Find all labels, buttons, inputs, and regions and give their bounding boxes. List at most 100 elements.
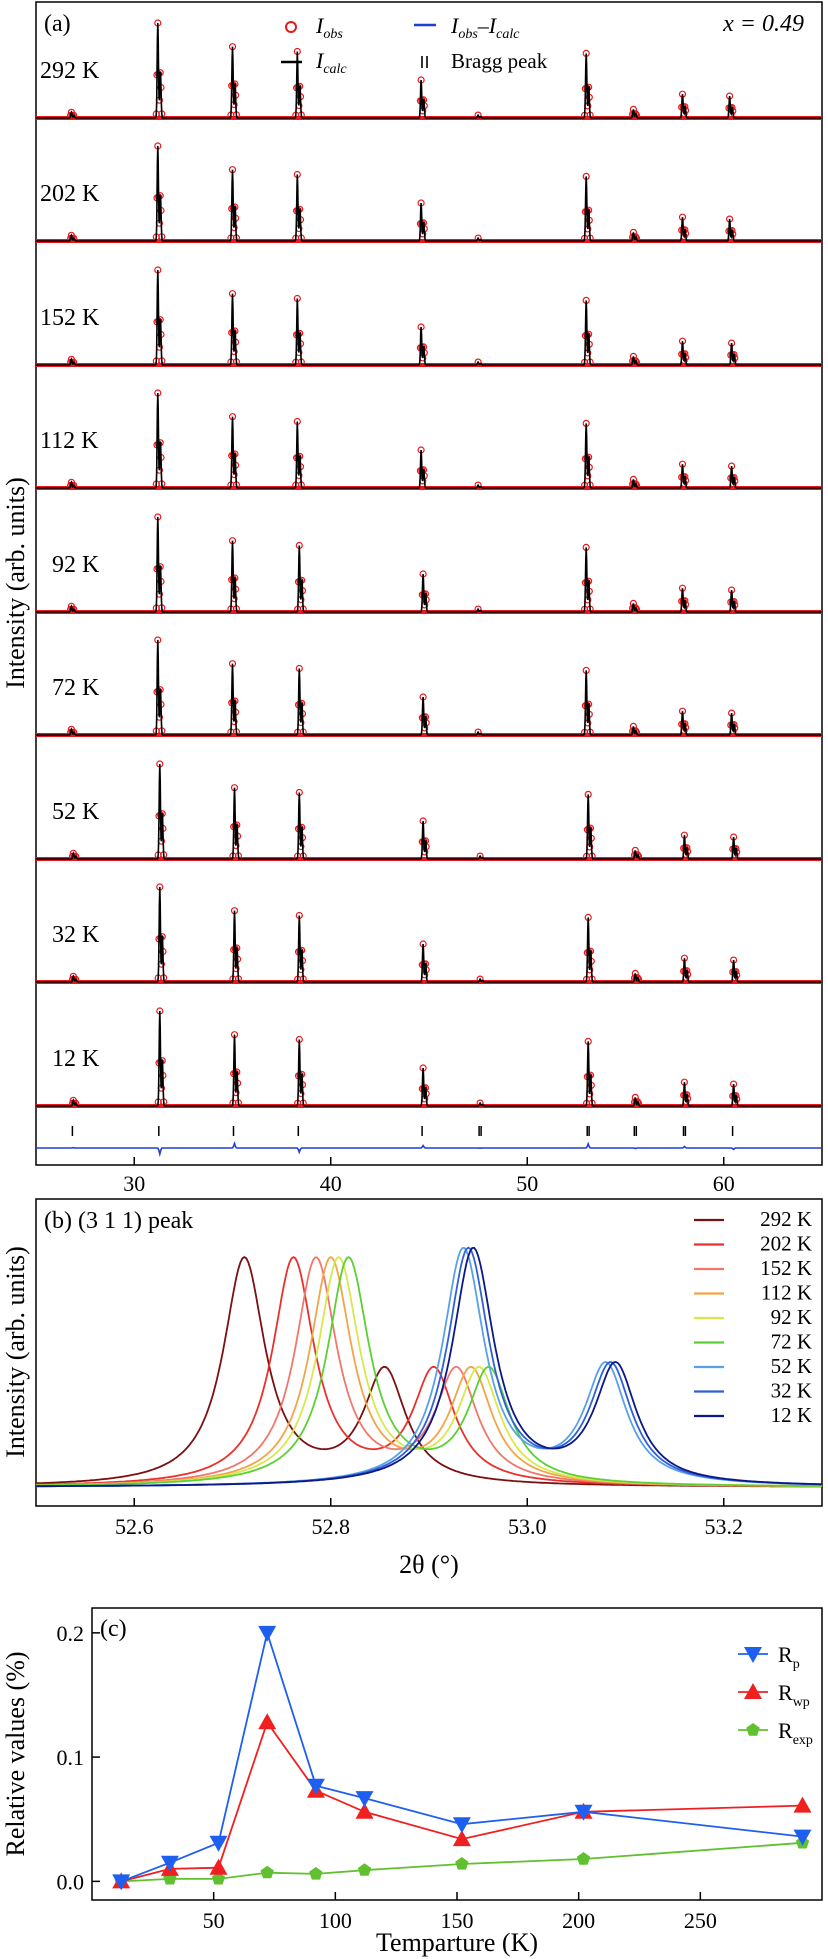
panel-c-legend: Rp Rwp Rexp — [738, 1642, 813, 1748]
y-tick-label: 0.1 — [57, 1745, 85, 1770]
x-tick-label: 50 — [516, 1171, 538, 1196]
x-tick-label: 200 — [562, 1908, 595, 1933]
legend-label: 12 K — [771, 1403, 812, 1427]
legend-label: Rexp — [778, 1718, 813, 1748]
panel-c-x-axis-label: Temparture (K) — [376, 1928, 538, 1957]
difference-curve — [36, 1141, 822, 1158]
legend-label: 152 K — [760, 1256, 812, 1280]
data-point — [112, 1874, 131, 1891]
bragg-ticks — [71, 1126, 734, 1136]
peak-curve-202K — [36, 1256, 822, 1488]
peak-curve-12K — [36, 1246, 822, 1488]
x-tick-label: 30 — [123, 1171, 145, 1196]
panel-b-x-ticks: 52.6 52.8 53.0 53.2 — [115, 1498, 743, 1539]
calc-profile — [36, 145, 822, 242]
calc-profile — [36, 763, 822, 860]
panel-c-y-axis-label: Relative values (%) — [1, 1651, 30, 1856]
panel-a-legend: Iobs Iobs–Icalc Icalc Bragg peak — [281, 13, 548, 77]
legend-label: 292 K — [760, 1207, 812, 1231]
x-tick-label: 50 — [203, 1908, 225, 1933]
series-Rp — [112, 1625, 812, 1891]
temperature-label: 32 K — [52, 922, 100, 948]
pattern-202K: 202 K — [36, 142, 822, 243]
data-point — [209, 1858, 228, 1875]
x-tick-label: 40 — [320, 1171, 342, 1196]
legend-label: Rwp — [778, 1680, 810, 1710]
data-point — [452, 1830, 471, 1847]
data-point — [455, 1857, 469, 1870]
panel-c-axes: 50 100 150 200 250 0.0 0.1 0.2 — [57, 1621, 717, 1933]
pattern-112K: 112 K — [36, 389, 822, 490]
x-tick-label: 52.6 — [115, 1514, 154, 1539]
panel-c-label: (c) — [100, 1616, 127, 1642]
panel-a-label: (a) — [44, 11, 71, 37]
calc-profile — [36, 516, 822, 613]
x-tick-label: 52.8 — [312, 1514, 351, 1539]
data-point — [452, 1817, 471, 1834]
panel-a-x-ticks: 30 40 50 60 — [123, 1157, 735, 1196]
legend-obs-text: Iobs — [315, 13, 343, 42]
calc-profile — [36, 886, 822, 983]
data-point — [357, 1863, 372, 1876]
calc-profile — [36, 639, 822, 736]
x-tick-label: 150 — [441, 1908, 474, 1933]
data-point — [309, 1866, 323, 1880]
pattern-72K: 72 K — [36, 636, 822, 737]
data-point — [306, 1778, 325, 1795]
legend-label: 32 K — [771, 1379, 812, 1403]
legend-diff-text: Iobs–Icalc — [450, 13, 520, 42]
data-point — [258, 1625, 277, 1642]
data-point — [744, 1683, 762, 1699]
legend-calc-text: Icalc — [315, 48, 347, 77]
data-point — [211, 1871, 226, 1885]
peak-curve-72K — [36, 1256, 823, 1487]
temperature-label: 52 K — [52, 799, 100, 825]
x-tick-label: 60 — [713, 1171, 735, 1196]
pattern-92K: 92 K — [36, 513, 822, 614]
calc-profile — [36, 1010, 822, 1107]
legend-label: 52 K — [771, 1354, 812, 1378]
data-point — [576, 1852, 591, 1865]
legend-obs-marker — [285, 21, 297, 33]
data-point — [793, 1796, 812, 1813]
y-tick-label: 0.0 — [57, 1869, 85, 1894]
data-point — [746, 1723, 760, 1736]
calc-profile — [36, 22, 822, 119]
panel-b-plot — [35, 1246, 823, 1488]
pattern-292K: 292 K — [36, 19, 822, 120]
panel-c: 50 100 150 200 250 0.0 0.1 0.2 Rp Rwp Rexp (c) Re… — [1, 1607, 823, 1957]
data-point — [258, 1713, 277, 1730]
x-tick-label: 100 — [319, 1908, 352, 1933]
legend-label: 92 K — [771, 1305, 812, 1329]
x-tick-label: 250 — [684, 1908, 717, 1933]
panel-b-y-axis-label: Intensity (arb. units) — [1, 1246, 30, 1458]
panel-a: 292 K 202 K 152 K 112 K 92 K 72 K 52 K 32 K 12 K… — [1, 1, 823, 1196]
legend-bragg-text: Bragg peak — [451, 49, 548, 73]
panel-b-frame — [35, 1198, 823, 1507]
panel-b-label: (b) (3 1 1) peak — [44, 1208, 193, 1234]
panel-b-x-axis-label: 2θ (°) — [399, 1550, 459, 1579]
y-tick-label: 0.2 — [57, 1621, 85, 1646]
data-point — [744, 1647, 762, 1663]
temperature-label: 92 K — [52, 552, 100, 578]
panel-a-frame — [35, 1, 823, 1166]
pattern-52K: 52 K — [36, 760, 822, 861]
data-point — [355, 1802, 374, 1819]
panel-a-y-axis-label: Intensity (arb. units) — [1, 477, 30, 689]
panel-c-frame — [91, 1607, 823, 1901]
temperature-label: 292 K — [40, 58, 100, 84]
pattern-152K: 152 K — [36, 266, 822, 367]
data-point — [793, 1829, 812, 1846]
x-tick-label: 53.0 — [508, 1514, 547, 1539]
temperature-label: 202 K — [40, 181, 100, 207]
panel-a-composition: x = 0.49 — [722, 11, 804, 37]
pattern-32K: 32 K — [36, 883, 822, 984]
data-point — [574, 1804, 593, 1821]
temperature-label: 72 K — [52, 675, 100, 701]
pattern-12K: 12 K — [36, 1007, 822, 1108]
data-point — [355, 1791, 374, 1808]
temperature-label: 152 K — [40, 305, 100, 331]
legend-label: Rp — [778, 1642, 800, 1672]
